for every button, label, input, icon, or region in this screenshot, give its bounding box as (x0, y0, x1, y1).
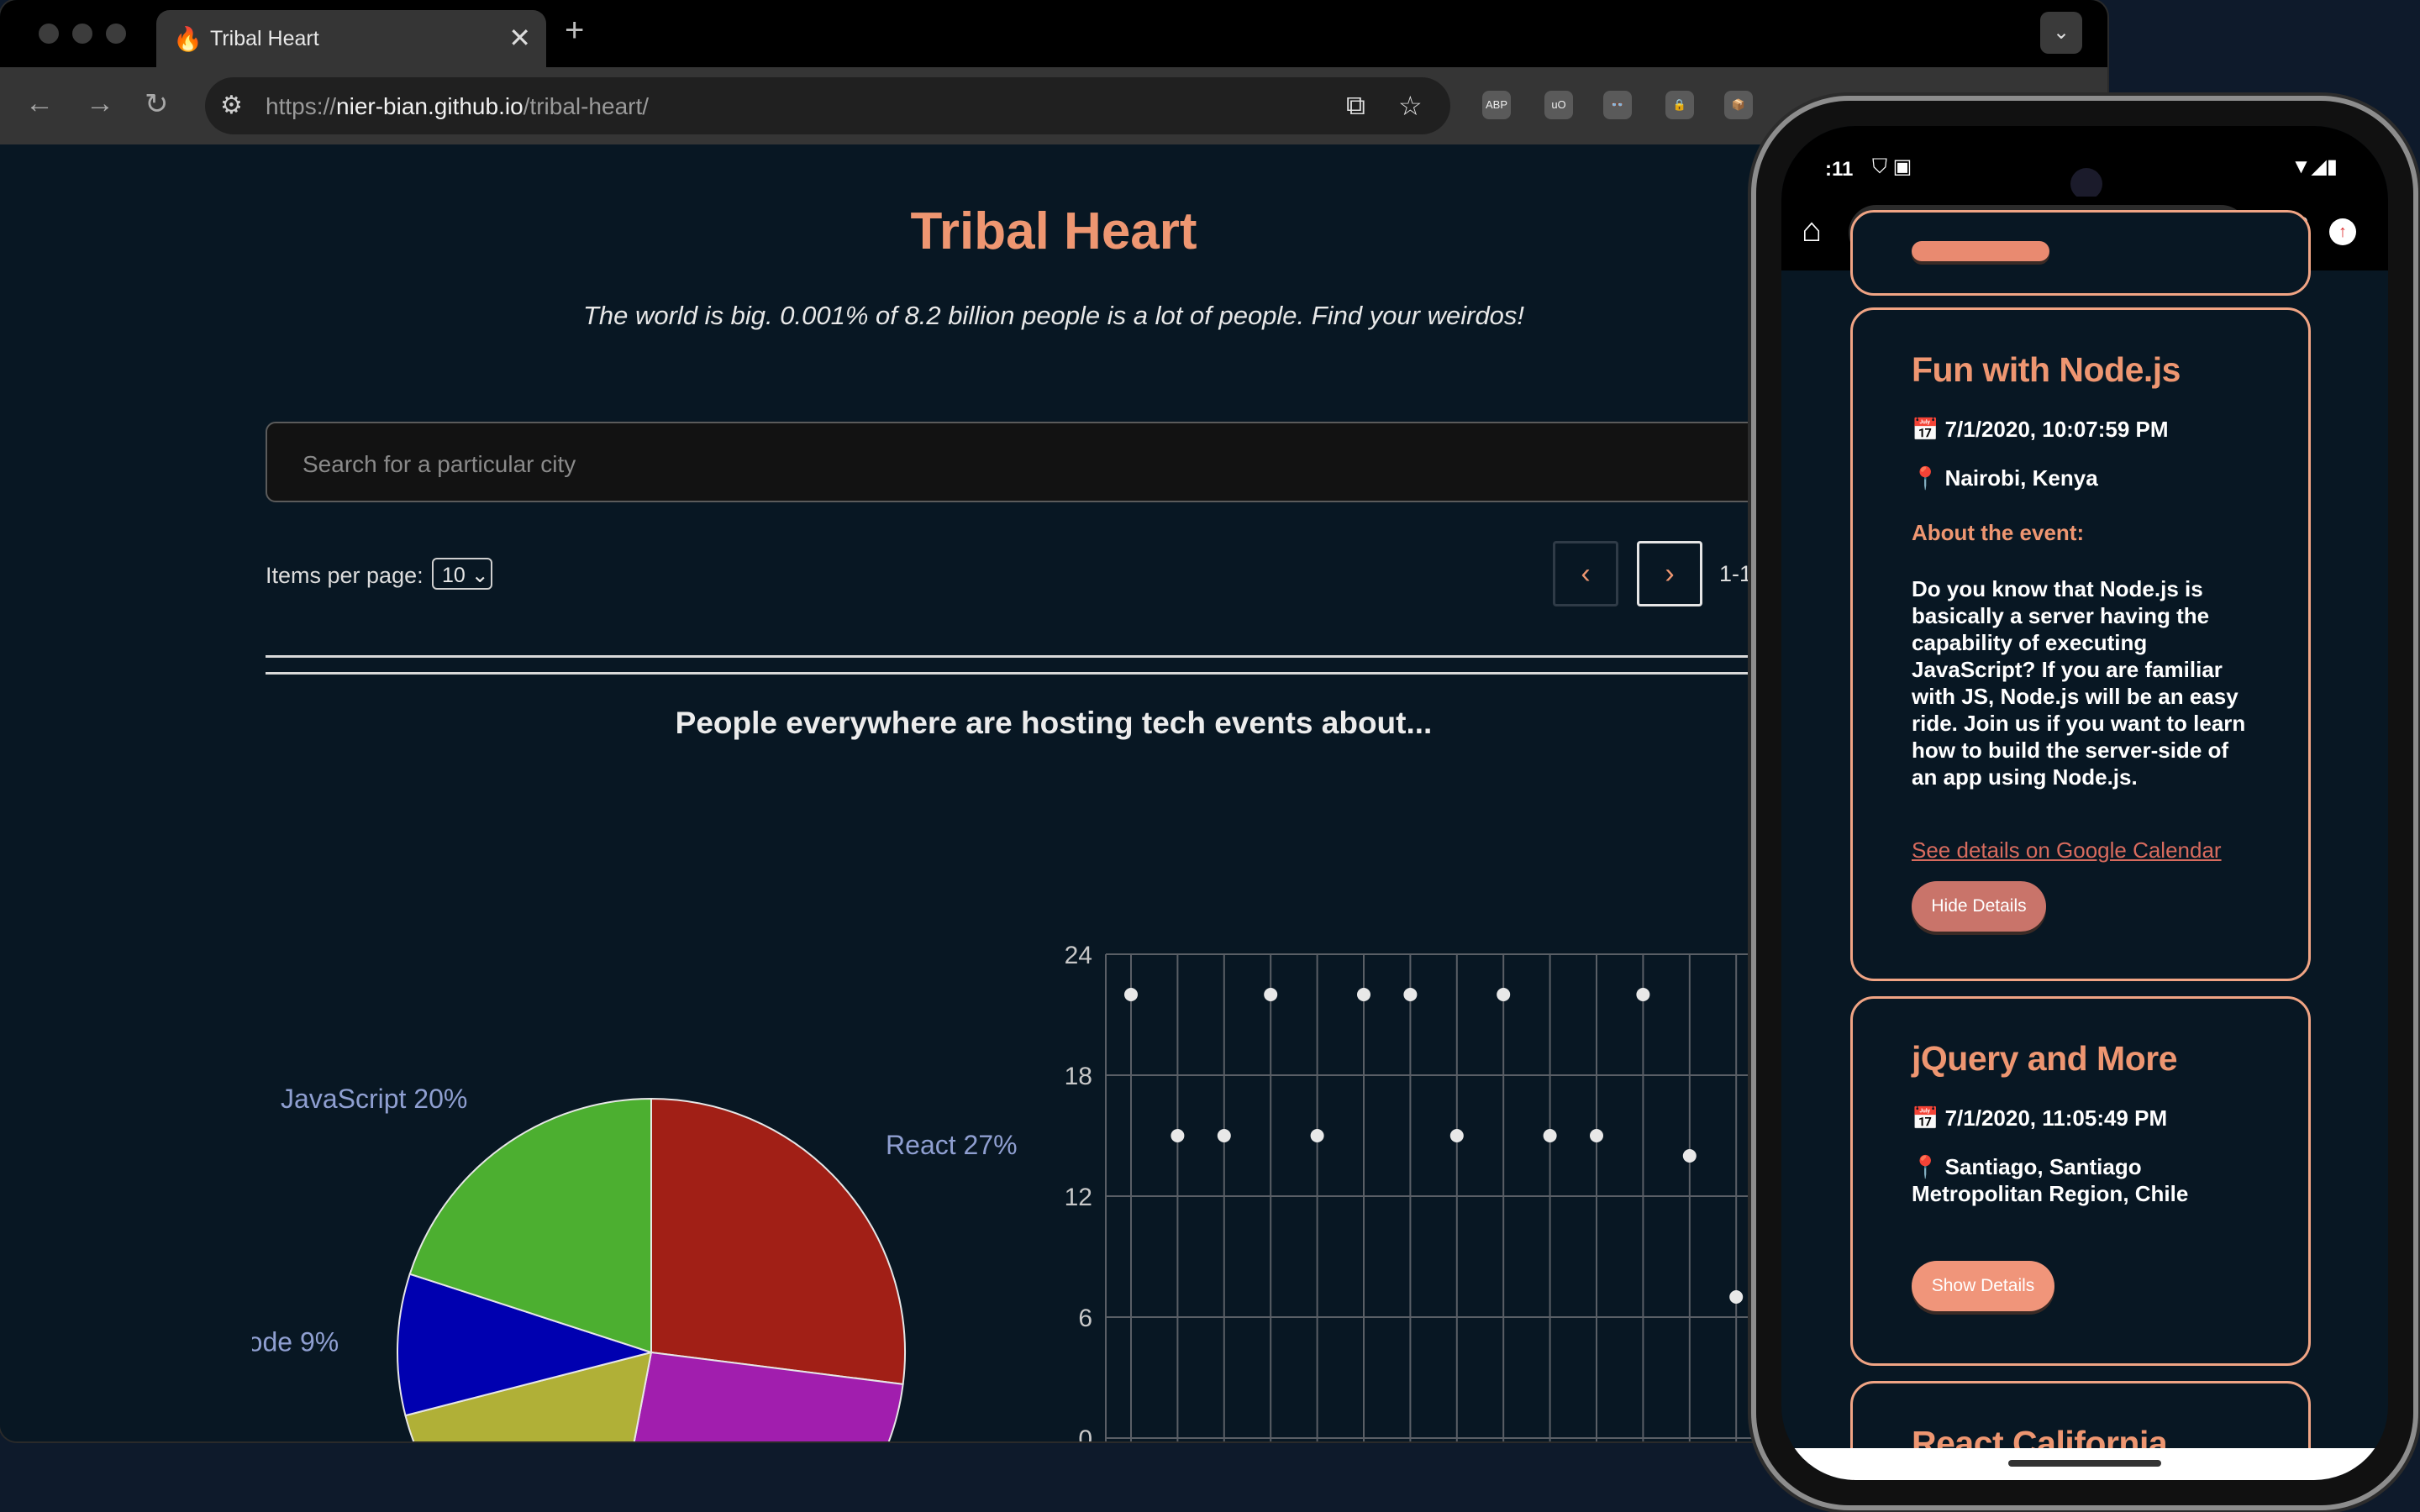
glasses-extension-icon[interactable]: 👓 (1603, 91, 1632, 119)
section-heading: People everywhere are hosting tech event… (675, 706, 1433, 740)
scatter-point[interactable] (1729, 1290, 1744, 1304)
scatter-point[interactable] (1497, 988, 1511, 1001)
event-location: 📍 Santiago, Santiago Metropolitan Region,… (1912, 1154, 2189, 1206)
google-calendar-link[interactable]: See details on Google Calendar (1912, 837, 2222, 863)
ublock-extension-icon[interactable]: uO (1544, 91, 1573, 119)
hide-details-button[interactable]: Hide Details (1912, 881, 2046, 932)
new-tab-button[interactable]: + (565, 12, 585, 49)
pie-slice[interactable] (408, 1097, 652, 1354)
event-location: 📍 Nairobi, Kenya (1912, 465, 2098, 491)
scatter-point[interactable] (1449, 1129, 1464, 1142)
event-description: Do you know that Node.js is basically a … (1912, 576, 2246, 790)
chevron-down-icon: ⌄ (471, 564, 489, 587)
browser-toolbar: ← → ↻ ⚙ https://nier-bian.github.io/trib… (0, 67, 2107, 144)
close-tab-icon[interactable]: ✕ (508, 23, 531, 53)
address-bar[interactable]: ⚙ https://nier-bian.github.io/tribal-hea… (205, 77, 1450, 134)
scatter-point[interactable] (1682, 1149, 1697, 1163)
window-close-dot[interactable] (39, 24, 59, 44)
scatter-point[interactable] (1310, 1129, 1324, 1142)
scatter-point[interactable] (1171, 1129, 1185, 1142)
update-menu-icon[interactable]: ↑ (2329, 218, 2356, 245)
pie-slice-label: JavaScript 20% (281, 1084, 467, 1114)
pie-slice-label: Node 9% (252, 1326, 339, 1357)
tab-title: Tribal Heart (210, 27, 319, 50)
event-date: 📅 7/1/2020, 11:05:49 PM (1912, 1105, 2168, 1131)
window-zoom-dot[interactable] (106, 24, 126, 44)
pie-slice-label: React 27% (886, 1130, 1018, 1160)
home-indicator[interactable] (2008, 1460, 2161, 1467)
event-title: jQuery and More (1912, 1039, 2178, 1078)
y-tick-label: 18 (1065, 1063, 1092, 1090)
divider (266, 655, 1862, 658)
fire-icon: 🔥 (173, 26, 203, 52)
scatter-point[interactable] (1543, 1129, 1557, 1142)
tab-bar: 🔥 Tribal Heart ✕ + ⌄ (0, 0, 2107, 67)
shield-icon: ⛉ ▣ (1872, 155, 1912, 178)
card-button-partial[interactable] (1912, 241, 2049, 261)
open-external-icon[interactable]: ⧉ (1346, 90, 1365, 120)
signal-battery-icon: ▼◢▮ (2291, 155, 2338, 178)
events-by-city-scatter-chart: 06121824Cape TownDubaiTorontoNew YorkTok… (1065, 942, 1874, 1441)
lock-extension-icon[interactable]: 🔒 (1665, 91, 1694, 119)
pie-slice[interactable] (397, 1273, 655, 1417)
camera-cutout (2070, 168, 2102, 200)
scatter-point[interactable] (1590, 1129, 1603, 1142)
pie-slice[interactable] (404, 1351, 653, 1441)
items-per-page-label: Items per page: (266, 563, 424, 588)
divider (266, 672, 1862, 675)
scatter-point[interactable] (1357, 988, 1370, 1001)
pie-slice[interactable] (650, 1097, 906, 1385)
event-card-previous (1850, 210, 2311, 296)
phone-screen: :11 ⛉ ▣ ▼◢▮ ⌂ 🔒 nier-bian.github.io/trib… (1781, 126, 2388, 1480)
event-card: jQuery and More 📅 7/1/2020, 11:05:49 PM … (1850, 996, 2311, 1366)
y-tick-label: 24 (1065, 942, 1092, 969)
forward-arrow-icon[interactable]: → (86, 87, 114, 119)
site-settings-icon[interactable]: ⚙ (220, 92, 243, 119)
back-arrow-icon[interactable]: ← (25, 87, 54, 119)
url-text: https://nier-bian.github.io/tribal-heart… (266, 93, 650, 119)
status-time: :11 (1825, 158, 1854, 181)
adblock-extension-icon[interactable]: ABP (1482, 91, 1511, 119)
next-page-button[interactable]: › (1637, 541, 1702, 606)
page-tagline: The world is big. 0.001% of 8.2 billion … (582, 301, 1525, 330)
scatter-point[interactable] (1124, 988, 1138, 1001)
scatter-point[interactable] (1264, 988, 1278, 1001)
y-tick-label: 0 (1078, 1425, 1092, 1441)
previous-page-button[interactable]: ‹ (1553, 541, 1618, 606)
city-search-input[interactable]: Search for a particular city (266, 422, 1862, 502)
bookmark-star-icon[interactable]: ☆ (1398, 91, 1423, 121)
topics-pie-chart: React 27%Angular 26%jQuery 18%Node 9%Jav… (252, 1084, 1018, 1441)
scatter-point[interactable] (1403, 988, 1418, 1001)
chevron-down-icon[interactable]: ⌄ (2040, 12, 2082, 54)
tab-tribal-heart[interactable]: 🔥 Tribal Heart ✕ (156, 10, 546, 67)
gesture-bar (1781, 1448, 2388, 1480)
y-tick-label: 12 (1065, 1184, 1092, 1211)
y-tick-label: 6 (1078, 1305, 1092, 1332)
pie-slice[interactable] (603, 1351, 904, 1441)
event-title: Fun with Node.js (1912, 350, 2181, 389)
event-card: Fun with Node.js 📅 7/1/2020, 10:07:59 PM… (1850, 307, 2311, 981)
show-details-button[interactable]: Show Details (1912, 1261, 2054, 1311)
items-per-page-select[interactable]: 10 ⌄ (432, 558, 492, 590)
about-event-heading: About the event: (1912, 520, 2085, 545)
phone-device: :11 ⛉ ▣ ▼◢▮ ⌂ 🔒 nier-bian.github.io/trib… (1756, 101, 2413, 1505)
scatter-point[interactable] (1636, 988, 1650, 1001)
window-minimize-dot[interactable] (72, 24, 92, 44)
box-extension-icon[interactable]: 📦 (1724, 91, 1753, 119)
reload-icon[interactable]: ↻ (145, 88, 169, 120)
event-date: 📅 7/1/2020, 10:07:59 PM (1912, 417, 2169, 442)
page-title: Tribal Heart (910, 202, 1197, 260)
scatter-point[interactable] (1217, 1129, 1231, 1142)
home-icon[interactable]: ⌂ (1802, 212, 1823, 249)
